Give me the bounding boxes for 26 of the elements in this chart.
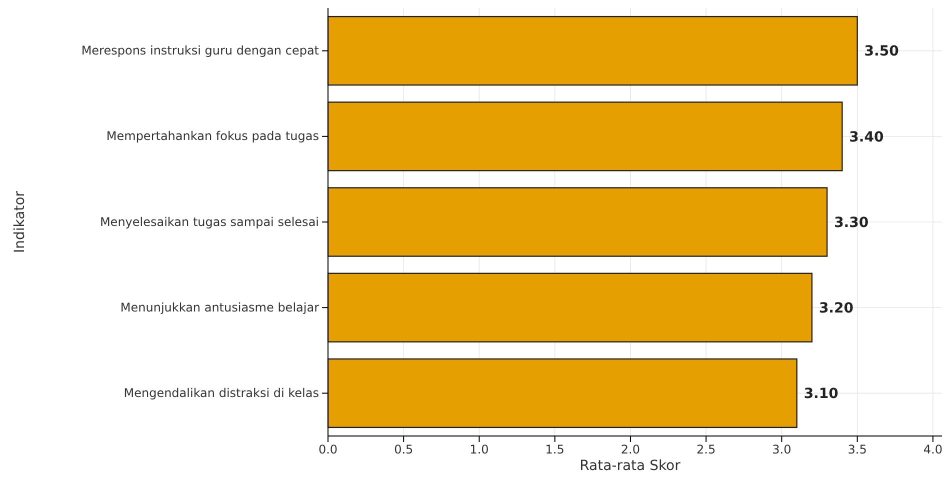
data-label: 3.50 bbox=[864, 44, 900, 60]
y-tick-label: Mengendalikan distraksi di kelas bbox=[124, 386, 319, 400]
data-label: 3.20 bbox=[818, 300, 854, 316]
x-tick-label: 4.0 bbox=[923, 442, 942, 457]
bar bbox=[327, 272, 813, 342]
x-tick-label: 3.0 bbox=[772, 442, 792, 457]
x-tick-label: 2.0 bbox=[620, 442, 640, 457]
data-label: 3.30 bbox=[834, 214, 869, 231]
y-tick-label: Merespons instruksi guru dengan cepat bbox=[81, 44, 320, 58]
x-tick-label: 1.0 bbox=[470, 442, 489, 457]
x-tick-label: 2.5 bbox=[696, 442, 716, 457]
data-label: 3.10 bbox=[804, 386, 839, 402]
x-tick-label: 1.5 bbox=[545, 442, 564, 457]
bar bbox=[327, 187, 828, 257]
y-tick-label: Menyelesaikan tugas sampai selesai bbox=[100, 214, 319, 229]
x-axis-title: Rata-rata Skor bbox=[580, 458, 681, 474]
x-tick-label: 0.5 bbox=[394, 442, 414, 457]
x-tick-label: 0.0 bbox=[318, 442, 338, 457]
y-tick-label: Menunjukkan antusiasme belajar bbox=[120, 300, 320, 314]
y-tick-label: Mempertahankan fokus pada tugas bbox=[106, 129, 319, 144]
data-label: 3.40 bbox=[849, 129, 884, 146]
bar bbox=[327, 16, 858, 86]
x-tick-label: 3.5 bbox=[848, 442, 867, 457]
bar bbox=[327, 358, 798, 428]
bar bbox=[327, 102, 843, 172]
y-axis-title: Indikator bbox=[12, 190, 28, 254]
